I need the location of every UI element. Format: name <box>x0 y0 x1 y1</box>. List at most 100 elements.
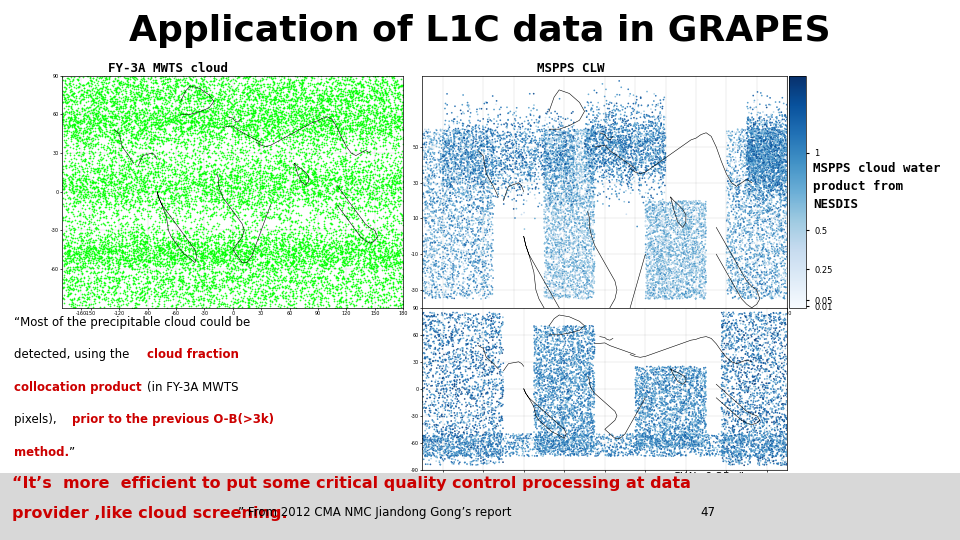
Point <box>580 147 595 156</box>
Point <box>178 150 193 159</box>
Point <box>60 246 75 255</box>
Point <box>679 375 694 383</box>
Point <box>582 397 597 406</box>
Point <box>577 364 592 373</box>
Point <box>775 169 790 178</box>
Point <box>382 258 397 267</box>
Point <box>275 240 290 249</box>
Point <box>581 427 596 435</box>
Point <box>525 158 540 167</box>
Point <box>416 455 431 464</box>
Point <box>448 330 464 339</box>
Point <box>538 409 553 417</box>
Point <box>97 106 112 114</box>
Point <box>300 246 316 255</box>
Point <box>635 171 650 179</box>
Point <box>652 430 667 439</box>
Point <box>565 322 581 330</box>
Point <box>548 248 564 256</box>
Point <box>757 127 773 136</box>
Point <box>98 183 113 192</box>
Point <box>199 262 214 271</box>
Point <box>758 184 774 193</box>
Point <box>537 269 552 278</box>
Point <box>459 153 474 161</box>
Point <box>579 136 594 145</box>
Point <box>60 283 75 292</box>
Point <box>715 449 731 458</box>
Point <box>60 119 76 128</box>
Point <box>551 365 566 374</box>
Point <box>464 136 479 144</box>
Point <box>769 132 784 140</box>
Point <box>267 275 282 284</box>
Point <box>632 366 647 374</box>
Point <box>560 165 575 174</box>
Point <box>550 264 565 273</box>
Point <box>599 434 614 442</box>
Point <box>548 350 564 359</box>
Point <box>756 140 771 149</box>
Point <box>742 253 757 261</box>
Point <box>467 456 482 465</box>
Point <box>156 169 172 178</box>
Point <box>747 127 762 136</box>
Point <box>239 126 254 134</box>
Point <box>305 238 321 246</box>
Point <box>621 122 636 130</box>
Point <box>734 288 750 296</box>
Point <box>188 265 204 273</box>
Point <box>86 243 102 252</box>
Point <box>696 245 711 253</box>
Point <box>779 389 794 398</box>
Point <box>562 430 577 438</box>
Point <box>266 266 281 275</box>
Point <box>673 379 688 387</box>
Point <box>689 430 705 438</box>
Point <box>685 237 701 245</box>
Point <box>579 144 594 153</box>
Point <box>766 116 781 124</box>
Point <box>777 274 792 283</box>
Point <box>247 232 262 241</box>
Point <box>161 259 177 268</box>
Point <box>97 181 112 190</box>
Point <box>565 354 581 362</box>
Point <box>517 157 533 166</box>
Point <box>531 428 546 437</box>
Point <box>272 303 287 312</box>
Point <box>298 302 313 311</box>
Point <box>576 282 591 291</box>
Point <box>673 433 688 442</box>
Point <box>743 136 758 144</box>
Point <box>482 200 497 209</box>
Point <box>113 239 129 247</box>
Point <box>273 157 288 165</box>
Point <box>580 224 595 232</box>
Point <box>203 247 218 256</box>
Point <box>202 140 217 149</box>
Point <box>674 432 689 441</box>
Point <box>225 302 240 311</box>
Point <box>654 451 669 460</box>
Point <box>676 236 691 245</box>
Point <box>68 247 84 255</box>
Point <box>111 115 127 124</box>
Point <box>111 293 127 302</box>
Point <box>546 368 562 377</box>
Point <box>265 177 280 186</box>
Point <box>369 86 384 94</box>
Point <box>661 437 677 445</box>
Point <box>372 79 388 87</box>
Point <box>198 254 213 263</box>
Point <box>770 245 785 253</box>
Point <box>668 234 684 242</box>
Point <box>186 183 202 191</box>
Point <box>476 173 492 181</box>
Point <box>635 123 650 132</box>
Point <box>538 229 553 238</box>
Point <box>444 402 460 410</box>
Point <box>117 261 132 270</box>
Point <box>767 124 782 132</box>
Point <box>93 77 108 86</box>
